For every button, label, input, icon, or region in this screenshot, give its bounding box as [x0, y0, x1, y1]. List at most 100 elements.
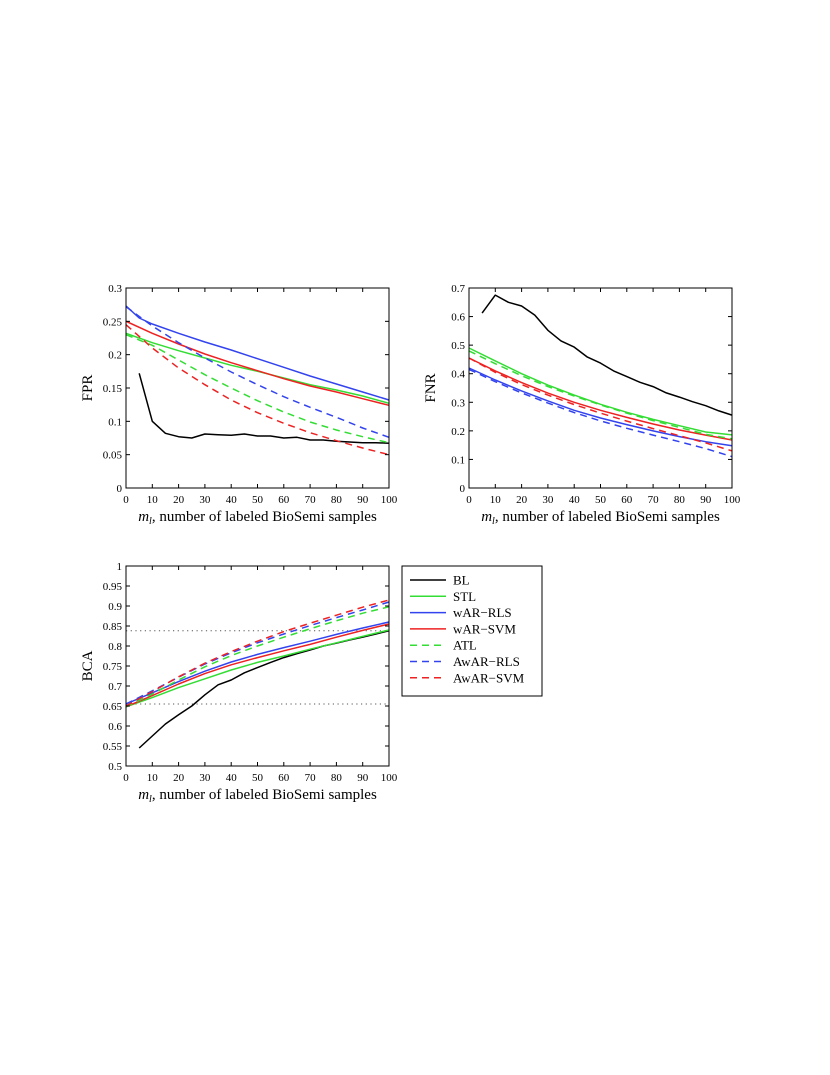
bca-ytick-label: 0.7	[108, 681, 122, 693]
bca-xlabel-sub: l	[149, 794, 152, 805]
fpr-xtick-label: 40	[226, 494, 238, 506]
bca-series-war-svm	[125, 623, 390, 708]
fnr-series-bl	[481, 294, 733, 416]
legend-label-atl: ATL	[453, 638, 477, 653]
bca-xtick-label: 100	[381, 772, 398, 784]
fnr-ytick-label: 0.6	[451, 312, 465, 324]
fnr-series-layer	[468, 294, 733, 458]
legend-box	[401, 565, 543, 697]
bca-ylabel: BCA	[80, 650, 96, 681]
bca-xtick-label: 60	[278, 772, 290, 784]
fpr-series-awar-svm	[125, 324, 390, 456]
fpr-series-atl	[125, 334, 390, 444]
fpr-xtick-label: 70	[305, 494, 317, 506]
bca-ytick-label: 0.85	[103, 621, 123, 633]
fpr-ytick-label: 0.25	[103, 316, 123, 328]
bca-xtick-label: 40	[226, 772, 238, 784]
fpr-series-war-rls	[125, 305, 390, 401]
bca-xtick-label: 70	[305, 772, 317, 784]
legend-label-stl: STL	[453, 589, 476, 604]
fnr-xtick-label: 90	[700, 494, 712, 506]
bca-tick-layer: 0 10 20 30 40 50 60 70 80 90 100 0.5 0.55 0.6 0.65 0.7 0…	[103, 561, 398, 784]
bca-ytick-label: 0.8	[108, 641, 122, 653]
bca-series-stl	[125, 629, 390, 708]
fnr-ytick-label: 0.5	[451, 340, 465, 352]
fnr-xtick-label: 100	[724, 494, 741, 506]
fnr-xtick-label: 60	[621, 494, 633, 506]
bca-xtick-label: 90	[357, 772, 369, 784]
bca-ytick-label: 0.9	[108, 601, 122, 613]
bca-ytick-label: 0.75	[103, 661, 123, 673]
fnr-xtick-label: 30	[542, 494, 554, 506]
bca-series-awar-svm	[125, 599, 390, 707]
bca-xtick-label: 50	[252, 772, 264, 784]
fpr-xlabel-rest: , number of labeled BioSemi samples	[152, 509, 377, 525]
fpr-xlabel: ml, number of labeled BioSemi samples	[138, 509, 377, 527]
fpr-ylabel: FPR	[80, 375, 96, 402]
bca-plot-frame	[125, 565, 390, 767]
fpr-ytick-label: 0.1	[108, 416, 122, 428]
bca-xtick-label: 30	[199, 772, 211, 784]
fpr-xlabel-math: m	[138, 509, 149, 525]
bca-xlabel-rest: , number of labeled BioSemi samples	[152, 787, 377, 803]
fnr-ytick-label: 0.1	[451, 454, 465, 466]
legend-label-bl: BL	[453, 573, 470, 588]
fnr-ytick-label: 0.3	[451, 397, 465, 409]
fpr-xtick-label: 30	[199, 494, 211, 506]
fnr-ytick-label: 0.4	[451, 369, 465, 381]
fpr-ytick-label: 0.2	[108, 350, 122, 362]
fpr-series-bl	[138, 373, 390, 445]
fnr-xtick-label: 40	[569, 494, 581, 506]
fpr-ytick-label: 0.3	[108, 283, 122, 295]
fnr-ylabel: FNR	[423, 373, 439, 402]
fpr-series-layer	[125, 305, 390, 456]
fnr-series-awar-rls	[468, 368, 733, 458]
fpr-ytick-label: 0.05	[103, 450, 123, 462]
legend-label-war-svm: wAR−SVM	[453, 621, 516, 636]
fpr-chart: 0 10 20 30 40 50 60 70 80 90 100 0 0.05 0.1 0.15 0.2 0.2…	[80, 283, 398, 527]
fnr-xlabel-rest: , number of labeled BioSemi samples	[495, 509, 720, 525]
fnr-chart: 0 10 20 30 40 50 60 70 80 90 100 0 0.1 0.2 0.3 0.4 0.5 0.…	[423, 283, 741, 527]
bca-ytick-label: 0.55	[103, 741, 123, 753]
fnr-series-war-svm	[468, 357, 733, 441]
fnr-xtick-label: 80	[674, 494, 686, 506]
fnr-xlabel: ml, number of labeled BioSemi samples	[481, 509, 720, 527]
bca-ytick-label: 0.6	[108, 721, 122, 733]
fnr-ytick-label: 0.2	[451, 426, 465, 438]
fnr-series-stl	[468, 347, 733, 436]
bca-xtick-label: 0	[123, 772, 129, 784]
fnr-xtick-label: 70	[648, 494, 660, 506]
fpr-ytick-label: 0.15	[103, 383, 123, 395]
bca-ytick-label: 0.5	[108, 761, 122, 773]
legend-label-awar-svm: AwAR−SVM	[453, 670, 525, 685]
bca-series-atl	[125, 606, 390, 708]
fpr-plot-frame	[125, 287, 390, 489]
fnr-tick-layer: 0 10 20 30 40 50 60 70 80 90 100 0 0.1 0.2 0.3 0.4 0.5 0.…	[451, 283, 741, 506]
bca-series-layer	[125, 599, 390, 749]
fpr-series-awar-rls	[125, 306, 390, 439]
fpr-xtick-label: 10	[147, 494, 159, 506]
bca-ytick-label: 0.65	[103, 701, 123, 713]
bca-xtick-label: 20	[173, 772, 185, 784]
fpr-xlabel-sub: l	[149, 516, 152, 527]
fpr-xtick-label: 80	[331, 494, 343, 506]
fnr-xtick-label: 50	[595, 494, 607, 506]
bca-chart: 0 10 20 30 40 50 60 70 80 90 100 0.5 0.55 0.6 0.65 0.7 0…	[80, 561, 398, 805]
bca-xlabel: ml, number of labeled BioSemi samples	[138, 787, 377, 805]
fnr-xlabel-math: m	[481, 509, 492, 525]
bca-xtick-label: 10	[147, 772, 159, 784]
fpr-xtick-label: 0	[123, 494, 129, 506]
legend-label-war-rls: wAR−RLS	[453, 605, 512, 620]
fnr-xtick-label: 0	[466, 494, 472, 506]
fnr-ytick-label: 0	[460, 483, 466, 495]
fnr-xtick-label: 10	[490, 494, 502, 506]
fpr-xtick-label: 50	[252, 494, 264, 506]
fpr-ytick-label: 0	[117, 483, 123, 495]
fnr-xlabel-sub: l	[492, 516, 495, 527]
fpr-xtick-label: 100	[381, 494, 398, 506]
fnr-series-atl	[468, 350, 733, 440]
